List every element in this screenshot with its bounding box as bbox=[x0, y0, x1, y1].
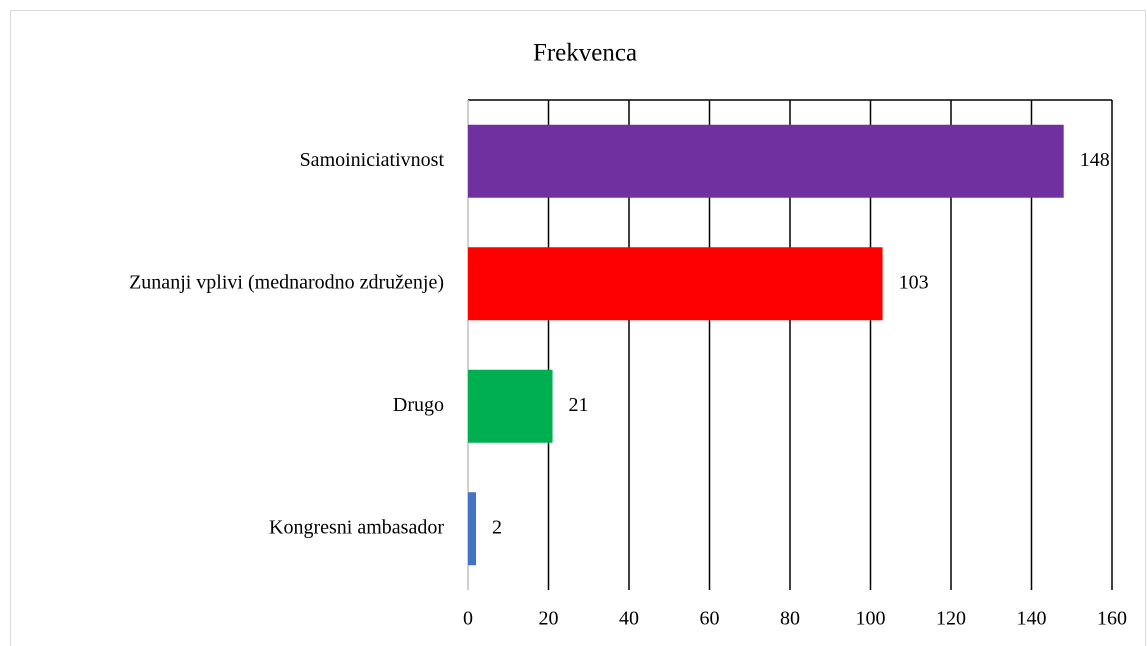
x-tick-label: 160 bbox=[1097, 608, 1127, 630]
value-label: 2 bbox=[492, 516, 502, 538]
bar bbox=[468, 247, 883, 321]
value-label: 148 bbox=[1080, 149, 1110, 171]
x-tick-label: 0 bbox=[463, 608, 473, 630]
x-tick-label: 120 bbox=[936, 608, 966, 630]
bar bbox=[468, 492, 477, 566]
bar bbox=[468, 124, 1064, 198]
bar bbox=[468, 369, 553, 443]
y-tick-label: Kongresni ambasador bbox=[269, 516, 444, 538]
x-tick-label: 60 bbox=[700, 608, 720, 630]
x-tick-label: 20 bbox=[539, 608, 559, 630]
x-tick-label: 40 bbox=[619, 608, 639, 630]
value-label: 103 bbox=[899, 271, 929, 293]
y-tick-label: Drugo bbox=[393, 394, 444, 416]
y-tick-label: Zunanji vplivi (mednarodno združenje) bbox=[129, 271, 444, 293]
x-tick-label: 80 bbox=[780, 608, 800, 630]
value-label: 21 bbox=[569, 394, 589, 416]
y-tick-label: Samoiniciativnost bbox=[300, 149, 445, 171]
chart-frame bbox=[10, 10, 1146, 646]
x-tick-label: 100 bbox=[856, 608, 886, 630]
x-tick-label: 140 bbox=[1017, 608, 1047, 630]
chart-title: Frekvenca bbox=[533, 40, 637, 67]
